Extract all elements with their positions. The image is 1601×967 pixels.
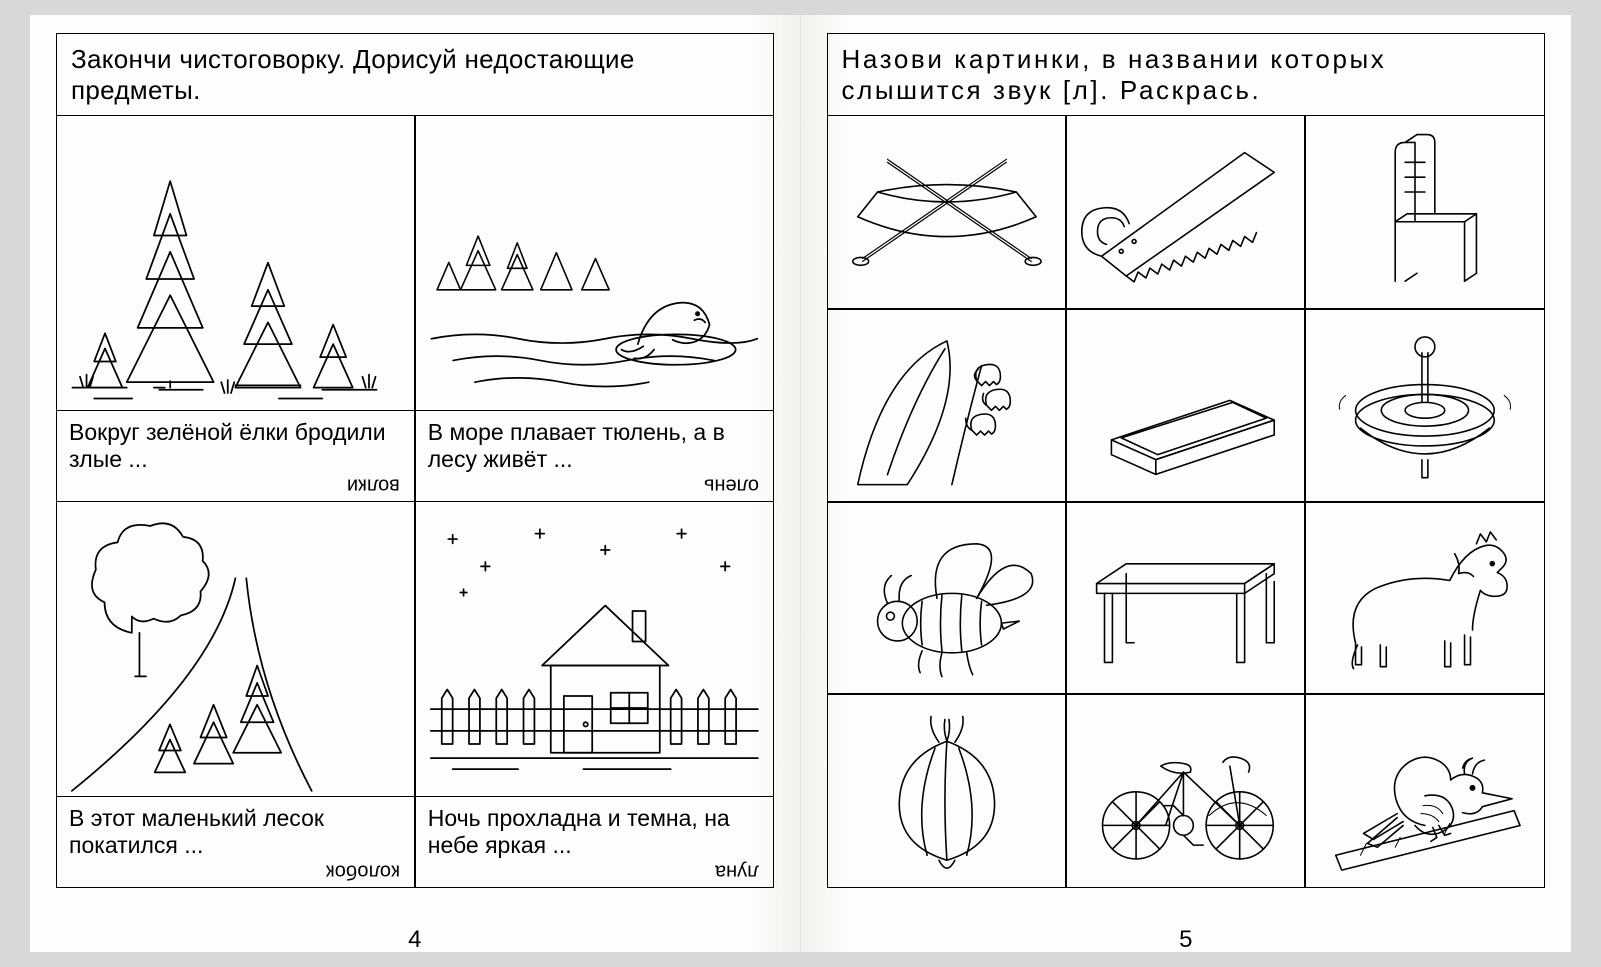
item-boat [828, 116, 1067, 309]
caption-text: В море плавает тюлень, а в лесу живёт ..… [428, 419, 725, 472]
caption: В море плавает тюлень, а в лесу живёт ..… [416, 411, 773, 501]
item-woodpecker [1305, 694, 1544, 887]
item-lily [828, 309, 1067, 502]
caption: Вокруг зелёной ёлки бродили злые ... вол… [57, 411, 414, 501]
item-saw [1066, 116, 1305, 309]
answer-inverted: луна [715, 859, 759, 883]
page-frame: Закончи чистоговорку. Дорисуй недостающи… [56, 33, 774, 888]
illustration [57, 116, 414, 410]
cell-road: В этот маленький лесок покатился ... кол… [57, 502, 415, 887]
page-number: 4 [408, 926, 421, 954]
illustration [57, 502, 414, 797]
illustration [416, 502, 773, 797]
instruction-right: Назови картинки, в названии которых слыш… [828, 34, 1545, 116]
item-horse [1305, 502, 1544, 695]
caption: Ночь прохладна и темна, на небе яркая ..… [416, 797, 773, 887]
caption-text: Вокруг зелёной ёлки бродили злые ... [69, 419, 386, 472]
exercise-grid-2x2: Вокруг зелёной ёлки бродили злые ... вол… [57, 116, 773, 887]
page-number: 5 [1179, 926, 1192, 954]
cell-forest: Вокруг зелёной ёлки бродили злые ... вол… [57, 116, 415, 501]
answer-inverted: колобок [326, 859, 400, 883]
page-left: Закончи чистоговорку. Дорисуй недостающи… [30, 15, 801, 952]
picture-grid-3x4 [828, 116, 1545, 887]
item-top [1305, 309, 1544, 502]
cell-house: Ночь прохладна и темна, на небе яркая ..… [415, 502, 773, 887]
answer-inverted: олень [704, 473, 759, 497]
page-right: Назови картинки, в названии которых слыш… [801, 15, 1572, 952]
instruction-left: Закончи чистоговорку. Дорисуй недостающи… [57, 34, 773, 116]
caption-text: В этот маленький лесок покатился ... [69, 805, 324, 858]
item-table [1066, 502, 1305, 695]
answer-inverted: волки [347, 473, 400, 497]
item-chair [1305, 116, 1544, 309]
item-box [1066, 309, 1305, 502]
item-bicycle [1066, 694, 1305, 887]
illustration [416, 116, 773, 410]
caption-text: Ночь прохладна и темна, на небе яркая ..… [428, 805, 730, 858]
item-onion [828, 694, 1067, 887]
cell-seal: В море плавает тюлень, а в лесу живёт ..… [415, 116, 773, 501]
item-bee [828, 502, 1067, 695]
book-spread: Закончи чистоговорку. Дорисуй недостающи… [30, 15, 1571, 952]
page-frame: Назови картинки, в названии которых слыш… [827, 33, 1546, 888]
caption: В этот маленький лесок покатился ... кол… [57, 797, 414, 887]
